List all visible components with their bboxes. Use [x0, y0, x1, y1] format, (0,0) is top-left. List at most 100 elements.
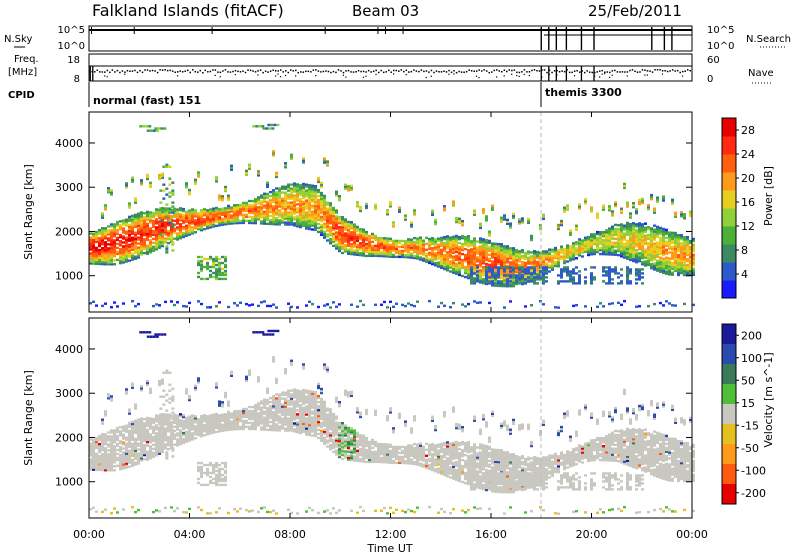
velocity-cell: [209, 424, 212, 427]
power-cell: [149, 239, 152, 242]
power-cell: [665, 228, 668, 232]
power-cell: [635, 253, 638, 256]
power-cell: [233, 214, 236, 217]
power-cell: [260, 220, 263, 223]
velocity-cell: [137, 436, 140, 439]
power-cell: [227, 194, 230, 197]
power-cell: [308, 215, 311, 219]
power-cell: [638, 198, 641, 202]
power-cell: [464, 240, 467, 243]
freq-point: [192, 69, 194, 71]
power-cell: [101, 229, 104, 232]
velocity-cell: [119, 463, 122, 467]
freq-point: [350, 71, 352, 73]
power-cell: [110, 249, 113, 252]
power-cell: [206, 267, 210, 271]
power-cell: [479, 224, 482, 228]
nsky-tick-hi: 10^5: [58, 25, 85, 36]
power-cell: [437, 251, 440, 254]
nave-point: [257, 74, 259, 76]
power-cell: [428, 243, 431, 247]
velocity-cell: [212, 429, 215, 432]
power-cell: [137, 212, 140, 215]
power-cell: [506, 220, 509, 223]
power-cell: [362, 252, 365, 255]
power-cell: [176, 301, 179, 304]
power-cell: [572, 282, 575, 285]
power-cell: [569, 276, 572, 279]
power-cell: [620, 239, 623, 242]
velocity-cell: [185, 436, 188, 439]
power-cell: [392, 249, 395, 253]
power-cell: [92, 242, 95, 245]
power-cell: [530, 278, 533, 281]
freq-point: [503, 69, 506, 71]
power-cell: [200, 213, 203, 216]
power-cell: [392, 255, 395, 259]
power-cell: [491, 254, 494, 257]
velocity-cell: [107, 463, 110, 466]
power-cell: [305, 217, 308, 220]
power-cell: [674, 233, 677, 237]
velocity-cell: [206, 415, 209, 418]
colorbar-swatch: [722, 208, 736, 227]
freq-point: [131, 70, 134, 72]
power-cell: [347, 224, 350, 228]
power-cell: [479, 245, 482, 248]
power-cell: [341, 235, 344, 239]
power-cell: [596, 248, 599, 252]
power-cell: [512, 280, 515, 284]
power-cell: [194, 223, 197, 226]
power-cell: [626, 201, 629, 204]
power-cell: [344, 244, 347, 247]
power-cell: [134, 217, 137, 221]
velocity-cell: [143, 437, 146, 441]
power-cell: [164, 227, 167, 230]
nave-point: [644, 74, 646, 76]
power-cell: [455, 250, 458, 254]
power-cell: [131, 258, 134, 261]
freq-point: [583, 71, 586, 74]
power-cell: [662, 197, 665, 200]
power-cell: [332, 232, 335, 236]
power-cell: [644, 262, 647, 265]
power-cell: [455, 258, 458, 262]
power-cell: [236, 215, 239, 219]
power-cell: [677, 233, 680, 237]
power-cell: [224, 259, 228, 263]
power-cell: [608, 207, 611, 210]
power-cell: [569, 274, 572, 277]
velocity-cell: [143, 443, 146, 447]
power-cell: [179, 213, 182, 216]
power-cell: [575, 224, 578, 227]
power-cell: [653, 246, 656, 249]
power-cell: [590, 272, 593, 275]
power-cell: [161, 228, 164, 232]
power-cell: [215, 208, 218, 212]
power-cell: [629, 212, 632, 215]
power-cell: [134, 199, 137, 202]
velocity-cell: [122, 433, 125, 436]
power-cell: [308, 209, 311, 213]
power-cell: [605, 243, 608, 246]
power-cell: [512, 257, 515, 260]
power-cell: [311, 204, 314, 207]
power-cell: [170, 228, 173, 232]
power-cell: [602, 233, 605, 236]
velocity-cell: [200, 434, 203, 438]
power-cell: [251, 205, 254, 209]
power-cell: [644, 248, 647, 251]
power-cell: [524, 282, 527, 285]
power-cell: [533, 273, 536, 277]
power-cell: [140, 225, 143, 228]
power-cell: [171, 181, 175, 184]
nave-tick-hi: 60: [707, 55, 720, 66]
power-cell: [326, 239, 329, 242]
power-cell: [251, 217, 254, 221]
power-cell: [275, 205, 278, 208]
freq-point: [337, 69, 340, 71]
power-cell: [578, 274, 581, 277]
velocity-cell: [101, 460, 104, 464]
power-cell: [638, 200, 641, 204]
